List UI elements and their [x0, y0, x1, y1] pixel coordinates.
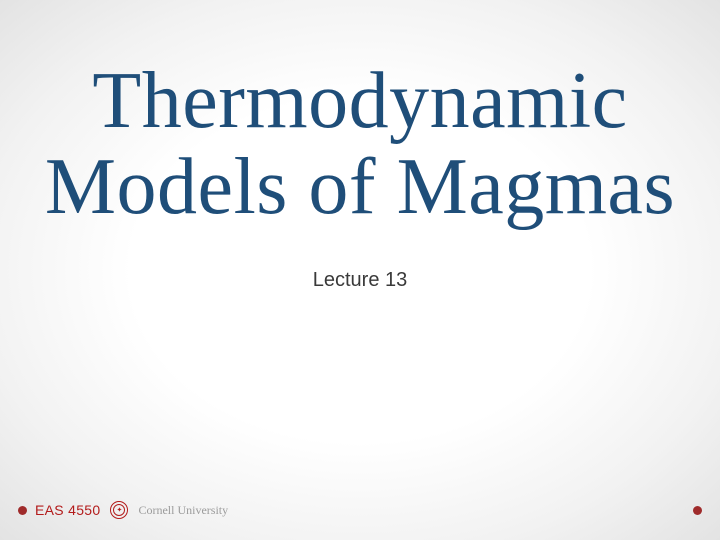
slide: Thermodynamic Models of Magmas Lecture 1… — [0, 0, 720, 540]
seal-inner-icon: ✦ — [113, 504, 125, 516]
bullet-dot-right-icon — [693, 506, 702, 515]
university-seal-icon: ✦ — [110, 501, 128, 519]
slide-title: Thermodynamic Models of Magmas — [0, 58, 720, 231]
footer-bar: EAS 4550 ✦ Cornell University — [0, 496, 720, 524]
branding: EAS 4550 ✦ Cornell University — [35, 501, 228, 519]
slide-subtitle: Lecture 13 — [313, 269, 408, 292]
university-name: Cornell University — [138, 503, 228, 518]
footer-left: EAS 4550 ✦ Cornell University — [18, 501, 228, 519]
bullet-dot-left-icon — [18, 506, 27, 515]
course-code: EAS 4550 — [35, 502, 100, 518]
